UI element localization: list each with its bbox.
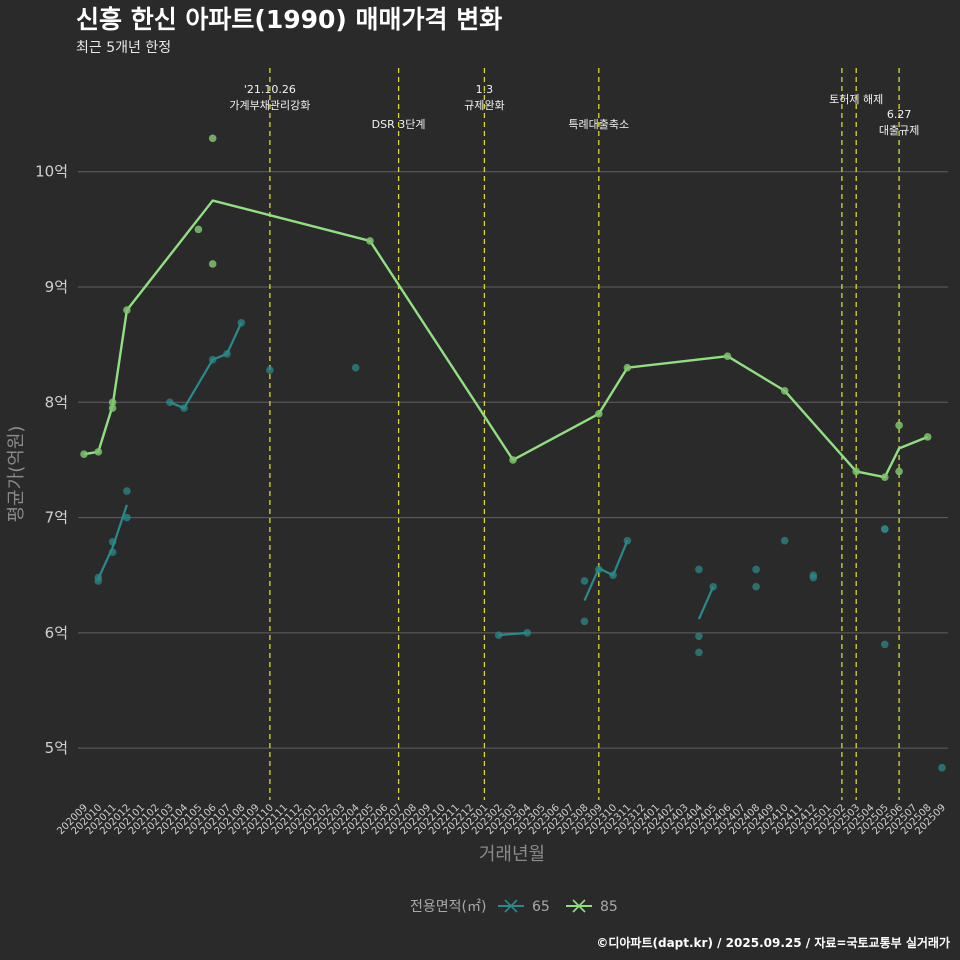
series-65-line — [97, 504, 128, 580]
series-65-point — [123, 487, 131, 495]
series-65-point — [709, 582, 717, 591]
series-65-point — [351, 363, 360, 372]
policy-label: 가계부채관리강화 — [229, 99, 310, 112]
y-tick-label: 5억 — [45, 739, 68, 757]
grid-lines — [78, 171, 948, 749]
y-axis-ticks: 5억 6억 7억 8억 9억 10억 — [35, 163, 68, 757]
series-85-point — [80, 450, 88, 458]
legend: 전용면적(㎡) 65 85 — [410, 899, 618, 915]
series-65-point — [108, 537, 117, 546]
series-layer — [80, 134, 946, 772]
y-axis-title: 평균가(억원) — [6, 426, 27, 523]
series-65-point — [266, 366, 274, 374]
series-85-point — [852, 467, 860, 476]
series-65-point — [223, 350, 231, 358]
series-65-point — [208, 355, 217, 364]
y-tick-label: 6억 — [45, 624, 68, 642]
series-65-point — [580, 577, 589, 585]
series-85-point — [108, 398, 117, 407]
series-65-point — [623, 536, 632, 545]
y-tick-label: 9억 — [45, 278, 68, 296]
series-85-point — [895, 421, 903, 430]
series-85-point — [881, 473, 889, 482]
series-85-point — [595, 410, 603, 418]
policy-label: 규제완화 — [464, 99, 504, 112]
policy-label: '21.10.26 — [244, 83, 296, 96]
series-65-point — [752, 582, 760, 591]
series-65-point — [180, 404, 188, 412]
series-85-point — [723, 352, 732, 360]
series-65-point — [108, 548, 117, 556]
series-65-point — [938, 763, 946, 772]
series-65-point — [123, 513, 131, 522]
series-85-point — [123, 306, 131, 314]
policy-lines — [269, 68, 900, 800]
series-65-point — [695, 565, 703, 574]
series-65-point — [166, 398, 174, 407]
policy-label: 대출규제 — [879, 124, 919, 137]
series-65-line — [697, 586, 715, 620]
x-axis-title: 거래년월 — [479, 844, 545, 865]
series-85-point — [208, 260, 217, 268]
series-85-point — [366, 237, 374, 245]
series-85-point — [895, 467, 903, 476]
series-65-point — [494, 631, 503, 639]
legend-key-mark — [504, 899, 518, 913]
series-85-point — [94, 448, 103, 456]
series-65-point — [94, 577, 103, 585]
legend-entry-label: 65 — [532, 899, 550, 915]
series-65-point — [523, 629, 532, 637]
series-65-point — [881, 640, 889, 649]
y-tick-label: 10억 — [35, 163, 68, 181]
policy-label: 1.3 — [476, 83, 494, 96]
series-65-point — [237, 318, 246, 327]
policy-label: DSR 3단계 — [372, 118, 426, 131]
series-65-point — [695, 648, 703, 657]
series-65-point — [609, 571, 617, 580]
chart-title: 신흥 한신 아파트(1990) 매매가격 변화 — [76, 5, 502, 34]
series-85-point — [509, 456, 517, 464]
legend-key-mark — [572, 899, 586, 913]
series-65-line — [583, 540, 629, 602]
series-65-point — [752, 565, 760, 574]
series-85-point — [623, 363, 632, 372]
series-85-point — [108, 404, 117, 412]
y-tick-label: 7억 — [45, 509, 68, 527]
policy-label: 토허제 해제 — [829, 92, 883, 106]
series-85-point — [208, 134, 217, 143]
series-65-line — [498, 631, 528, 637]
series-65-point — [881, 525, 889, 533]
series-65-point — [695, 632, 703, 641]
series-65-point — [595, 565, 603, 574]
chart-subtitle: 최근 5개년 한정 — [76, 40, 171, 56]
series-65-point — [809, 573, 818, 582]
series-65-point — [580, 617, 589, 626]
series-65-point — [780, 536, 789, 545]
series-85-point — [923, 433, 932, 441]
series-85-point — [780, 386, 789, 395]
legend-entry-label: 85 — [600, 899, 618, 915]
y-tick-label: 8억 — [45, 393, 68, 411]
series-85-point — [194, 225, 203, 234]
policy-label: 6.27 — [887, 108, 912, 121]
policy-label: 특례대출축소 — [568, 118, 629, 131]
chart-caption: ©디아파트(dapt.kr) / 2025.09.25 / 자료=국토교통부 실… — [596, 935, 950, 950]
legend-title: 전용면적(㎡) — [410, 899, 486, 915]
